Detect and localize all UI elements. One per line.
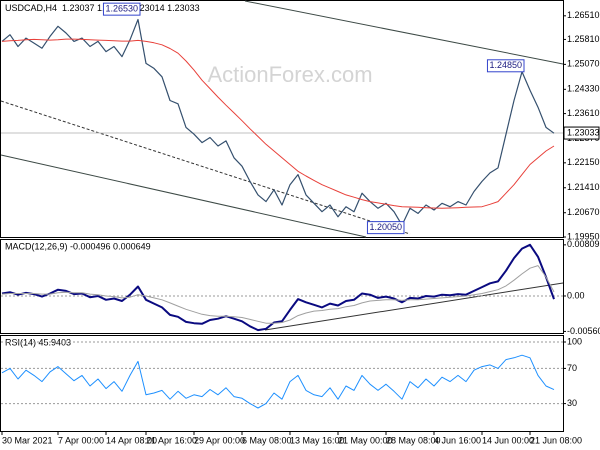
y-tick-label: 30	[567, 398, 577, 408]
last-price-label: 1.23033	[567, 127, 600, 137]
x-tick-label: 4 Jun 16:00	[434, 435, 481, 445]
x-tick-label: 14 Jun 00:00	[482, 435, 534, 445]
x-tick-label: 30 Mar 2021	[2, 435, 53, 445]
annotation-box	[102, 2, 141, 16]
macd-header: MACD(12,26,9) -0.000496 0.000649	[5, 241, 151, 251]
annotation-box	[486, 59, 525, 73]
y-tick-label: 100	[567, 336, 582, 346]
y-tick-label: 1.25070	[567, 59, 600, 69]
annotation-box	[366, 221, 405, 235]
y-tick-label: 1.21410	[567, 182, 600, 192]
rsi-panel-frame	[0, 335, 564, 432]
y-tick-label: 1.22150	[567, 157, 600, 167]
y-tick-label: -0.005608	[567, 326, 600, 336]
x-tick-label: 14 Apr 08:00	[106, 435, 157, 445]
y-tick-label: 1.23610	[567, 108, 600, 118]
x-tick-label: 7 Apr 00:00	[58, 435, 104, 445]
series-line	[1, 354, 555, 409]
trend-line-dashed	[0, 100, 411, 235]
y-tick-label: 1.20670	[567, 207, 600, 217]
x-tick-label: 21 Jun 08:00	[530, 435, 582, 445]
annotation-label: 1.24850	[489, 60, 522, 70]
x-tick-label: 29 Apr 00:00	[194, 435, 245, 445]
x-tick-label: 21 May 00:00	[338, 435, 393, 445]
macd-trend-line	[264, 282, 564, 331]
series-line	[1, 243, 555, 332]
symbol: USDCAD,H4	[5, 3, 57, 13]
macd-panel-frame	[0, 239, 564, 334]
trend-line-upper	[244, 0, 564, 65]
series-line	[1, 18, 555, 226]
x-tick-label: 28 May 08:00	[386, 435, 441, 445]
trend-line-lower	[0, 154, 367, 238]
y-tick-label: 70	[567, 363, 577, 373]
y-tick-label: 1.19950	[567, 231, 600, 241]
price-header: USDCAD,H41.23037 1.23123 1.23014 1.23033	[5, 3, 200, 13]
price-panel-frame	[0, 0, 564, 238]
annotation-label: 1.20050	[369, 222, 402, 232]
y-tick-label: 1.25810	[567, 34, 600, 44]
annotation-label: 1.26530	[105, 4, 138, 14]
x-tick-label: 21 Apr 16:00	[146, 435, 197, 445]
y-tick-label: 1.26510	[567, 10, 600, 20]
last-price-box	[563, 126, 600, 140]
y-tick-label: 1.24330	[567, 84, 600, 94]
series-line	[1, 38, 555, 209]
watermark: ActionForex.com	[207, 62, 372, 87]
x-tick-label: 6 May 08:00	[242, 435, 292, 445]
y-tick-label: 0.00	[567, 290, 585, 300]
y-tick-label: 0.008091	[567, 239, 600, 249]
x-tick-label: 13 May 16:00	[290, 435, 345, 445]
series-line	[1, 265, 555, 324]
